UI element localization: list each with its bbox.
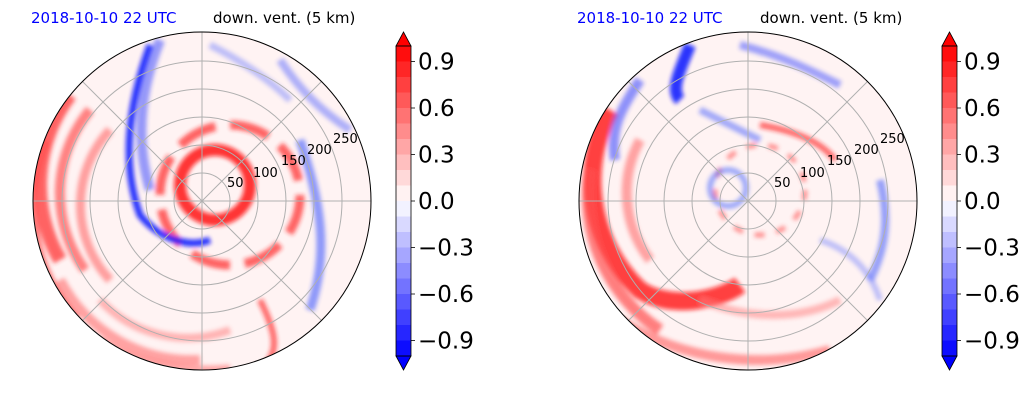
panel-left-colorbar-level-2 [396, 77, 411, 94]
panel-left-colorbar-level-1 [396, 61, 411, 78]
panel-right-colorbar-level-19 [942, 340, 957, 357]
panel-left-rtick-150: 150 [281, 154, 306, 169]
panel-right-title-time: 2018-10-10 22 UTC [577, 9, 723, 27]
panel-left-colorbar-tick-label-1: 0.6 [418, 96, 455, 122]
panel-right-colorbar-tick-label-5: −0.6 [964, 282, 1020, 308]
panel-left-polar-axes: 50 100 150 200 250 [32, 31, 372, 371]
panel-left-rtick-250: 250 [333, 132, 358, 147]
panel-right-colorbar-extend-lower [941, 355, 958, 371]
panel-left-colorbar-level-3 [396, 92, 411, 109]
panel-right-axes-frame [578, 31, 918, 371]
panel-left-grid [33, 32, 371, 370]
panel-right-colorbar-level-1 [942, 61, 957, 78]
panel-right-colorbar: 0.9 0.6 0.3 0.0 −0.3 −0.6 −0.9 [941, 31, 1020, 371]
panel-right-colorbar-tick-label-3: 0.0 [964, 189, 1001, 215]
panel-left-colorbar-tick-label-2: 0.3 [418, 143, 455, 169]
panel-right-colorbar-tick-label-0: 0.9 [964, 50, 1001, 76]
panel-left-colorbar-tick-label-0: 0.9 [418, 50, 455, 76]
panel-left-colorbar-level-8 [396, 170, 411, 187]
panel-right-radial-ticks: 50 100 150 200 250 [774, 132, 905, 191]
panel-left-colorbar-level-7 [396, 154, 411, 171]
panel-left-colorbar-level-18 [396, 325, 411, 342]
panel-left-colorbar-level-9 [396, 185, 411, 202]
panel-left-rtick-200: 200 [307, 143, 332, 158]
panel-left-colorbar-level-16 [396, 294, 411, 311]
panel-left-title-time: 2018-10-10 22 UTC [31, 9, 177, 27]
panel-right-colorbar-level-6 [942, 139, 957, 156]
panel-right-colorbar-level-5 [942, 123, 957, 140]
panel-right-colorbar-level-15 [942, 278, 957, 295]
panel-left-colorbar: 0.9 0.6 0.3 0.0 −0.3 −0.6 −0.9 [395, 31, 474, 371]
panel-left-colorbar-level-17 [396, 309, 411, 326]
panel-right-rtick-150: 150 [827, 154, 852, 169]
panel-left-colorbar-level-19 [396, 340, 411, 357]
panel-left-colorbar-level-11 [396, 216, 411, 233]
panel-left-colorbar-tick-label-3: 0.0 [418, 189, 455, 215]
panel-right-colorbar-level-10 [942, 201, 957, 218]
panel-right-colorbar-level-0 [942, 46, 957, 63]
panel-left-colorbar-level-5 [396, 123, 411, 140]
panel-right-rtick-250: 250 [880, 132, 905, 147]
panel-right-colorbar-level-7 [942, 154, 957, 171]
panel-left-colorbar-level-0 [396, 46, 411, 63]
panel-right-colorbar-tick-label-6: −0.9 [964, 329, 1020, 355]
panel-right-colorbar-level-14 [942, 263, 957, 280]
panel-right: 2018-10-10 22 UTC down. vent. (5 km) [577, 9, 1020, 371]
panel-left-colorbar-extend-lower [395, 355, 412, 371]
panel-right-colorbar-tick-label-4: −0.3 [964, 236, 1020, 262]
panel-right-colorbar-level-4 [942, 108, 957, 125]
panel-left-radial-ticks: 50 100 150 200 250 [227, 132, 358, 191]
panel-left-colorbar-tick-label-6: −0.9 [418, 329, 474, 355]
panel-right-rtick-200: 200 [854, 143, 879, 158]
panel-left-colorbar-level-10 [396, 201, 411, 218]
panel-right-rtick-100: 100 [800, 166, 825, 181]
panel-left-colorbar-tick-label-4: −0.3 [418, 236, 474, 262]
panel-right-field [581, 41, 890, 365]
panel-left-rtick-50: 50 [227, 176, 244, 191]
panel-left: 2018-10-10 22 UTC down. vent. (5 km) [31, 9, 474, 371]
panel-right-colorbar-level-2 [942, 77, 957, 94]
panel-right-rtick-50: 50 [774, 176, 791, 191]
panel-left-colorbar-level-13 [396, 247, 411, 264]
panel-left-colorbar-level-6 [396, 139, 411, 156]
panel-left-colorbar-level-12 [396, 232, 411, 249]
panel-right-colorbar-tick-label-2: 0.3 [964, 143, 1001, 169]
panel-right-colorbar-level-12 [942, 232, 957, 249]
panel-right-colorbar-level-17 [942, 309, 957, 326]
panel-left-colorbar-extend-upper [395, 31, 412, 47]
panel-left-axes-frame [32, 31, 372, 371]
panel-right-colorbar-level-16 [942, 294, 957, 311]
panel-right-colorbar-level-13 [942, 247, 957, 264]
panel-right-grid [579, 32, 917, 370]
panel-left-colorbar-level-4 [396, 108, 411, 125]
panel-right-title-variable: down. vent. (5 km) [760, 9, 902, 27]
panel-right-colorbar-level-9 [942, 185, 957, 202]
panel-left-title-variable: down. vent. (5 km) [213, 9, 355, 27]
panel-right-polar-axes: 50 100 150 200 250 [578, 31, 918, 371]
panel-left-colorbar-level-15 [396, 278, 411, 295]
panel-right-colorbar-level-3 [942, 92, 957, 109]
panel-right-colorbar-level-11 [942, 216, 957, 233]
panel-left-colorbar-level-14 [396, 263, 411, 280]
panel-right-colorbar-level-18 [942, 325, 957, 342]
panel-left-rtick-100: 100 [253, 166, 278, 181]
panel-right-colorbar-level-8 [942, 170, 957, 187]
panel-right-colorbar-extend-upper [941, 31, 958, 47]
panel-right-colorbar-tick-label-1: 0.6 [964, 96, 1001, 122]
panel-left-colorbar-tick-label-5: −0.6 [418, 282, 474, 308]
